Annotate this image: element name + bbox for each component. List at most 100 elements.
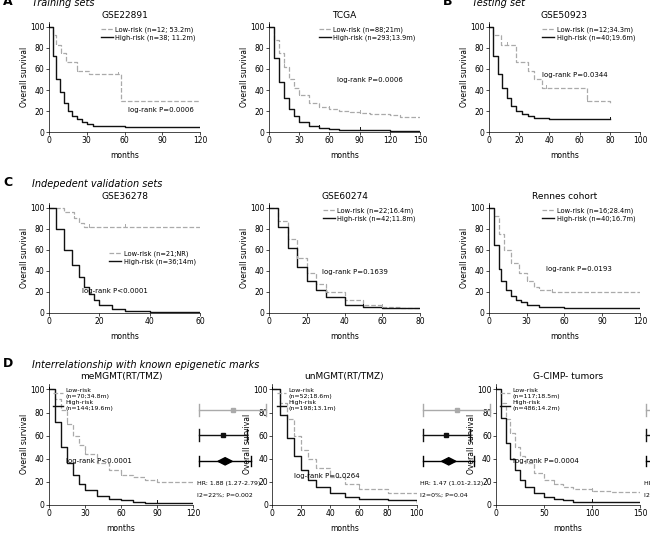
Title: GSE36278: GSE36278 [101,192,148,200]
High-risk (n=38; 11.2m) [64,108,72,114]
Low-risk
(n=117;18.5m) [506,430,514,437]
Low-risk (n=12;34.3m) [583,97,591,104]
High-risk (n=42;11.8m) [359,304,367,310]
Legend: Low-risk (n=12;34.3m), High-risk (n=40;19.6m): Low-risk (n=12;34.3m), High-risk (n=40;1… [541,25,637,42]
X-axis label: months: months [554,523,582,533]
Y-axis label: Overall survival: Overall survival [460,228,469,288]
Low-risk (n=12; 53.2m) [80,68,88,74]
Low-risk
(n=70;34.8m) [189,481,197,488]
Low-risk (n=88;21m) [306,99,313,106]
High-risk
(n=486;14.2m) [540,494,548,500]
Low-risk (n=12;34.3m) [485,24,493,30]
High-risk (n=42;11.8m) [322,294,330,300]
Text: HR: 1.47 (1.01-2.12): HR: 1.47 (1.01-2.12) [420,481,484,486]
High-risk (n=40;16.7m) [535,304,543,310]
High-risk
(n=144;19.6m) [63,460,71,466]
Low-risk
(n=70;34.8m) [105,467,112,473]
Low-risk
(n=70;34.8m) [45,386,53,393]
Line: High-risk (n=40;16.7m): High-risk (n=40;16.7m) [489,208,640,308]
Low-risk (n=16;28.4m) [523,278,530,285]
High-risk (n=40;16.7m) [485,205,493,211]
Low-risk (n=16;28.4m) [485,205,493,211]
Low-risk
(n=117;18.5m) [516,453,524,460]
Low-risk (n=16;28.4m) [636,289,644,295]
High-risk
(n=144;19.6m) [45,386,53,393]
High-risk
(n=486;14.2m) [588,498,596,505]
Low-risk
(n=52;18.6m) [297,446,305,453]
Text: I2=0%; P=0.04: I2=0%; P=0.04 [420,493,468,498]
High-risk (n=42;11.8m) [341,301,348,308]
Low-risk (n=16;28.4m) [495,231,502,237]
Low-risk
(n=70;34.8m) [57,407,64,413]
High-risk (n=40;19.6m) [503,95,511,102]
Low-risk (n=21;NR) [108,224,116,230]
High-risk (n=40;19.6m) [494,71,502,78]
High-risk
(n=198;13.1m) [341,494,348,500]
Line: Low-risk (n=12; 53.2m): Low-risk (n=12; 53.2m) [49,27,200,100]
High-risk
(n=198;13.1m) [413,498,421,505]
Legend: Low-risk (n=22;16.4m), High-risk (n=42;11.8m): Low-risk (n=22;16.4m), High-risk (n=42;1… [321,206,417,223]
Low-risk
(n=52;18.6m) [290,432,298,439]
Text: I2=22%; P=0.002: I2=22%; P=0.002 [196,493,252,498]
Low-risk
(n=117;18.5m) [502,416,510,423]
Text: Interrelationship with known epigenetic marks: Interrelationship with known epigenetic … [32,360,260,370]
High-risk (n=40;19.6m) [489,53,497,60]
High-risk (n=38; 11.2m) [60,99,68,106]
Low-risk (n=22;16.4m) [322,289,330,295]
X-axis label: months: months [550,332,579,340]
Low-risk (n=88;21m) [295,92,303,98]
Polygon shape [441,458,456,465]
High-risk (n=36;14m) [60,247,68,253]
Legend: Low-risk
(n=70;34.8m), High-risk
(n=144;19.6m): Low-risk (n=70;34.8m), High-risk (n=144;… [52,387,114,413]
Low-risk (n=88;21m) [290,85,298,91]
X-axis label: months: months [110,332,139,340]
Low-risk (n=88;21m) [265,24,272,30]
Low-risk (n=22;16.4m) [378,304,386,310]
Legend: Low-risk (n=88;21m), High-risk (n=293;13.9m): Low-risk (n=88;21m), High-risk (n=293;13… [317,25,417,42]
High-risk (n=38; 11.2m) [196,123,204,130]
Low-risk (n=16;28.4m) [489,213,497,219]
Title: GSE50923: GSE50923 [541,10,588,20]
Low-risk (n=16;28.4m) [535,287,543,293]
Low-risk
(n=52;18.6m) [326,474,334,481]
Line: High-risk
(n=144;19.6m): High-risk (n=144;19.6m) [49,389,193,503]
High-risk (n=293;13.9m) [280,95,288,102]
High-risk
(n=486;14.2m) [560,497,567,503]
High-risk
(n=198;13.1m) [355,496,363,502]
High-risk
(n=144;19.6m) [141,500,149,506]
Low-risk
(n=117;18.5m) [540,476,548,483]
High-risk (n=293;13.9m) [356,127,363,133]
High-risk
(n=198;13.1m) [326,490,334,497]
Line: Low-risk
(n=52;18.6m): Low-risk (n=52;18.6m) [272,389,417,496]
High-risk (n=36;14m) [53,226,60,232]
High-risk
(n=486;14.2m) [512,467,519,473]
X-axis label: months: months [330,332,359,340]
High-risk (n=293;13.9m) [265,24,272,30]
Text: log-rank P<0.0001: log-rank P<0.0001 [82,288,148,294]
Low-risk (n=88;21m) [417,114,424,121]
High-risk (n=40;16.7m) [508,293,515,299]
Text: log-rank P=0.0344: log-rank P=0.0344 [541,72,607,78]
X-axis label: months: months [107,523,135,533]
High-risk (n=38; 11.2m) [53,76,60,83]
Y-axis label: Overall survival: Overall survival [243,414,252,475]
High-risk
(n=144;19.6m) [93,493,101,499]
Low-risk
(n=52;18.6m) [276,400,283,407]
Low-risk (n=88;21m) [356,110,363,116]
Text: D: D [3,357,14,370]
Low-risk (n=22;16.4m) [341,297,348,304]
High-risk (n=38; 11.2m) [73,116,81,123]
Low-risk
(n=117;18.5m) [497,400,504,407]
High-risk
(n=486;14.2m) [550,496,558,502]
Low-risk (n=12; 53.2m) [196,97,204,104]
Low-risk (n=12; 53.2m) [68,59,75,65]
Low-risk (n=88;21m) [335,108,343,114]
Low-risk (n=12;34.3m) [489,32,497,39]
X-axis label: months: months [330,151,359,160]
High-risk (n=36;14m) [108,306,116,312]
High-risk (n=293;13.9m) [315,124,323,131]
X-axis label: months: months [110,151,139,160]
High-risk (n=40;19.6m) [576,116,584,123]
Low-risk (n=12; 53.2m) [85,71,93,78]
Low-risk (n=16;28.4m) [530,283,538,290]
